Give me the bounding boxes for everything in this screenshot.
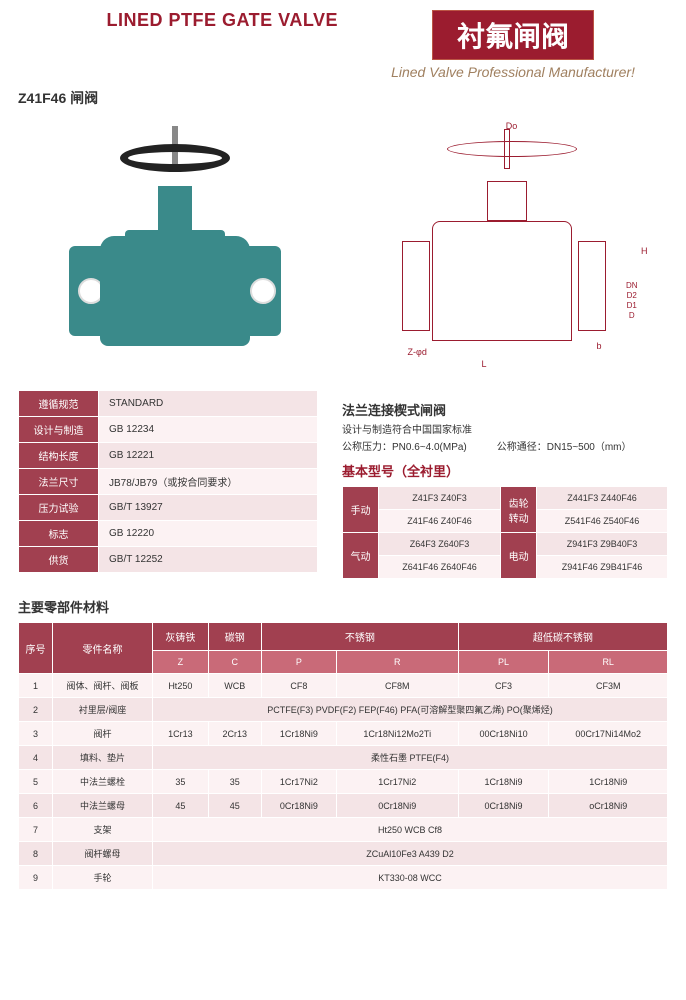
- spec-value: STANDARD: [99, 391, 318, 417]
- mat-cell: 1Cr18Ni9: [549, 770, 668, 794]
- mat-cell: CF8: [261, 674, 336, 698]
- mat-cell: 1Cr18Ni9: [458, 770, 549, 794]
- mat-span: PCTFE(F3) PVDF(F2) FEP(F46) PFA(可溶解型聚四氟乙…: [153, 698, 668, 722]
- mat-cell: 0Cr18Ni9: [458, 794, 549, 818]
- mat-name: 手轮: [53, 866, 153, 890]
- spec-label: 法兰尺寸: [19, 469, 99, 495]
- title-chinese: 衬氟闸阀: [432, 10, 594, 60]
- mat-no: 4: [19, 746, 53, 770]
- materials-title: 主要零部件材料: [18, 597, 668, 616]
- mat-no: 7: [19, 818, 53, 842]
- spec-label: 遵循规范: [19, 391, 99, 417]
- mat-name: 阀杆: [53, 722, 153, 746]
- subtitle: Lined Valve Professional Manufacturer!: [358, 64, 668, 80]
- mat-cell: 45: [153, 794, 209, 818]
- mat-cell: CF3: [458, 674, 549, 698]
- spec-value: GB 12234: [99, 417, 318, 443]
- mat-no: 1: [19, 674, 53, 698]
- mat-cell: WCB: [208, 674, 261, 698]
- mat-cell: CF3M: [549, 674, 668, 698]
- mat-no: 8: [19, 842, 53, 866]
- mat-no: 3: [19, 722, 53, 746]
- image-row: Do H DN D2 D1 D L Z-φd b: [18, 116, 668, 386]
- spec-label: 供货: [19, 547, 99, 573]
- model-label: Z41F46 闸阀: [18, 88, 668, 108]
- mat-no: 5: [19, 770, 53, 794]
- mat-name: 阀体、阀杆、阀板: [53, 674, 153, 698]
- spec-label: 设计与制造: [19, 417, 99, 443]
- mat-name: 中法兰螺栓: [53, 770, 153, 794]
- spec-value: GB/T 13927: [99, 495, 318, 521]
- spec-value: JB78/JB79（或按合同要求）: [99, 469, 318, 495]
- spec-table: 遵循规范STANDARD设计与制造GB 12234结构长度GB 12221法兰尺…: [18, 390, 318, 573]
- spec-label: 压力试验: [19, 495, 99, 521]
- model-table: 手动 Z41F3 Z40F3 齿轮转动 Z441F3 Z440F46 Z41F4…: [342, 486, 668, 579]
- mat-cell: 1Cr18Ni12Mo2Ti: [336, 722, 458, 746]
- mat-name: 支架: [53, 818, 153, 842]
- page-header: LINED PTFE GATE VALVE 衬氟闸阀 Lined Valve P…: [18, 10, 668, 80]
- mat-cell: 00Cr18Ni10: [458, 722, 549, 746]
- spec-value: GB 12220: [99, 521, 318, 547]
- mat-span: ZCuAl10Fe3 A439 D2: [153, 842, 668, 866]
- spec-label: 结构长度: [19, 443, 99, 469]
- mat-no: 9: [19, 866, 53, 890]
- mat-no: 2: [19, 698, 53, 722]
- mat-cell: oCr18Ni9: [549, 794, 668, 818]
- mat-name: 衬里层/阀座: [53, 698, 153, 722]
- flange-sub: 设计与制造符合中国国家标准: [342, 421, 668, 436]
- mat-span: 柔性石墨 PTFE(F4): [153, 746, 668, 770]
- spec-value: GB/T 12252: [99, 547, 318, 573]
- spec-label: 标志: [19, 521, 99, 547]
- mat-cell: 35: [153, 770, 209, 794]
- spec-value: GB 12221: [99, 443, 318, 469]
- mat-span: KT330-08 WCC: [153, 866, 668, 890]
- technical-drawing: Do H DN D2 D1 D L Z-φd b: [355, 116, 668, 386]
- mat-cell: 0Cr18Ni9: [261, 794, 336, 818]
- mat-cell: 1Cr17Ni2: [336, 770, 458, 794]
- mat-name: 中法兰螺母: [53, 794, 153, 818]
- mat-span: Ht250 WCB Cf8: [153, 818, 668, 842]
- mat-no: 6: [19, 794, 53, 818]
- mat-cell: 00Cr17Ni14Mo2: [549, 722, 668, 746]
- mat-cell: 45: [208, 794, 261, 818]
- mat-cell: 1Cr18Ni9: [261, 722, 336, 746]
- mat-name: 填料、垫片: [53, 746, 153, 770]
- materials-table: 序号 零件名称 灰铸铁 碳钢 不锈钢 超低碳不锈钢 Z C P R PL RL …: [18, 622, 668, 890]
- mat-cell: 1Cr13: [153, 722, 209, 746]
- mat-cell: 1Cr17Ni2: [261, 770, 336, 794]
- tables-row: 遵循规范STANDARD设计与制造GB 12234结构长度GB 12221法兰尺…: [18, 390, 668, 579]
- model-section-title: 基本型号（全衬里）: [342, 461, 668, 480]
- title-english: LINED PTFE GATE VALVE: [18, 10, 338, 31]
- mat-cell: Ht250: [153, 674, 209, 698]
- mat-name: 阀杆螺母: [53, 842, 153, 866]
- valve-photo: [18, 116, 331, 386]
- mat-cell: 0Cr18Ni9: [336, 794, 458, 818]
- flange-params: 公称压力：PN0.6~4.0(MPa) 公称通径：DN15~500（mm）: [342, 438, 668, 453]
- mat-cell: 2Cr13: [208, 722, 261, 746]
- mat-cell: 35: [208, 770, 261, 794]
- mat-cell: CF8M: [336, 674, 458, 698]
- flange-title: 法兰连接楔式闸阀: [342, 400, 668, 419]
